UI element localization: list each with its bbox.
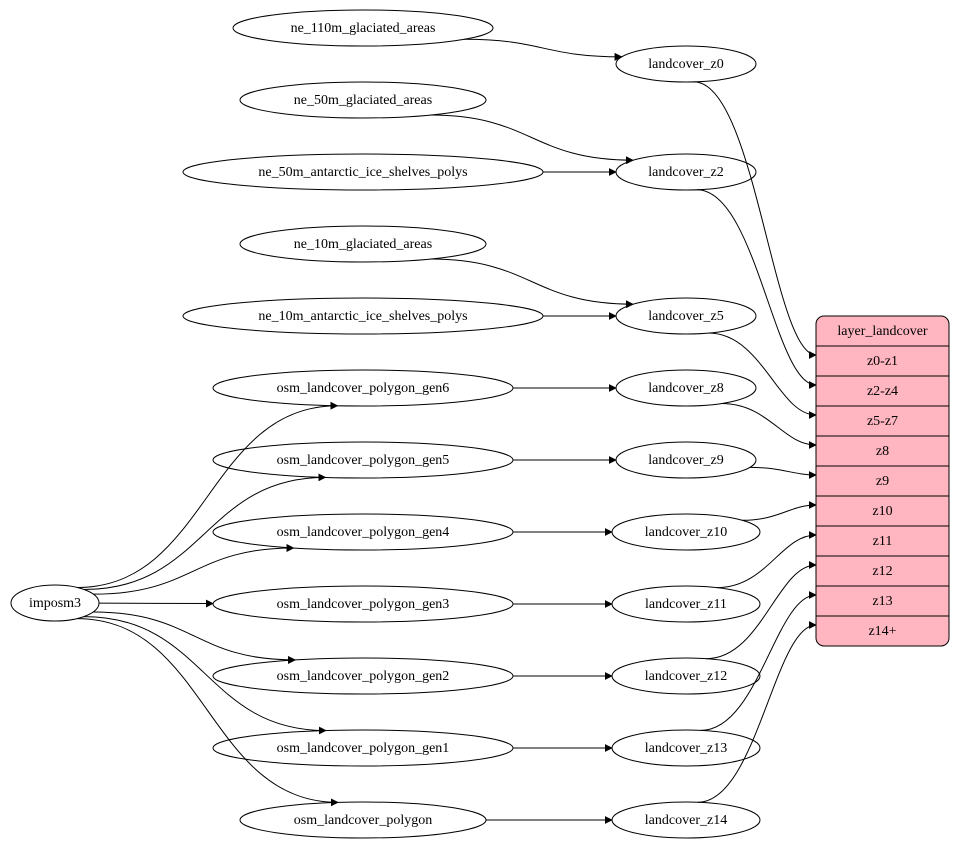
node-label: osm_landcover_polygon <box>294 813 432 828</box>
node-landcover_z10: landcover_z10 <box>612 514 760 550</box>
node-label: osm_landcover_polygon_gen3 <box>277 597 450 612</box>
edge <box>464 39 622 57</box>
node-label: imposm3 <box>29 596 81 611</box>
node-label: landcover_z0 <box>648 57 723 72</box>
node-landcover_z12: landcover_z12 <box>612 658 760 694</box>
node-label: landcover_z10 <box>645 525 727 540</box>
node-ne_50m_glaciated_areas: ne_50m_glaciated_areas <box>240 82 486 118</box>
node-label: ne_110m_glaciated_areas <box>291 21 436 36</box>
record-cell: z10 <box>872 504 892 519</box>
node-osm_landcover_polygon_gen6: osm_landcover_polygon_gen6 <box>213 370 513 406</box>
record-layer_landcover: layer_landcover z0-z1 z2-z4 z5-z7 z8 z9 z10 z11… <box>816 316 949 646</box>
edge <box>431 115 634 160</box>
edge <box>93 612 295 660</box>
node-osm_landcover_polygon_gen2: osm_landcover_polygon_gen2 <box>213 658 513 694</box>
edge <box>93 548 293 594</box>
record-cell: z2-z4 <box>867 384 898 399</box>
record-cell: z5-z7 <box>867 414 898 429</box>
edge <box>721 404 816 445</box>
edge <box>697 190 816 385</box>
node-osm_landcover_polygon: osm_landcover_polygon <box>240 802 486 838</box>
record-cell: z11 <box>873 534 893 549</box>
node-ne_10m_antarctic_ice_shelves_polys: ne_10m_antarctic_ice_shelves_polys <box>183 298 543 334</box>
node-ne_10m_glaciated_areas: ne_10m_glaciated_areas <box>240 226 486 262</box>
edge <box>750 467 816 475</box>
node-landcover_z2: landcover_z2 <box>616 154 756 190</box>
edge <box>742 505 816 520</box>
node-imposm3: imposm3 <box>11 585 99 621</box>
node-label: osm_landcover_polygon_gen4 <box>277 525 450 540</box>
edge <box>431 259 634 304</box>
node-landcover_z11: landcover_z11 <box>612 586 760 622</box>
node-label: landcover_z13 <box>645 741 727 756</box>
node-landcover_z9: landcover_z9 <box>616 442 756 478</box>
node-ne_50m_antarctic_ice_shelves_polys: ne_50m_antarctic_ice_shelves_polys <box>183 154 543 190</box>
node-osm_landcover_polygon_gen1: osm_landcover_polygon_gen1 <box>213 730 513 766</box>
edge <box>77 406 337 588</box>
node-label: ne_10m_glaciated_areas <box>294 237 432 252</box>
node-label: osm_landcover_polygon_gen1 <box>277 741 450 756</box>
record-cell: z12 <box>872 564 892 579</box>
node-osm_landcover_polygon_gen5: osm_landcover_polygon_gen5 <box>213 442 513 478</box>
node-label: landcover_z2 <box>648 165 723 180</box>
record-cell: z14+ <box>868 624 896 639</box>
record-cell: z8 <box>876 444 889 459</box>
node-landcover_z0: landcover_z0 <box>616 46 756 82</box>
edge <box>701 595 816 730</box>
node-label: osm_landcover_polygon_gen5 <box>277 453 450 468</box>
node-label: landcover_z12 <box>645 669 727 684</box>
record-cell: z13 <box>872 594 892 609</box>
node-label: ne_50m_antarctic_ice_shelves_polys <box>258 165 467 180</box>
node-label: landcover_z11 <box>645 597 727 612</box>
record-cell: z0-z1 <box>867 354 898 369</box>
edge <box>717 535 816 588</box>
node-osm_landcover_polygon_gen4: osm_landcover_polygon_gen4 <box>213 514 513 550</box>
edge <box>77 619 338 803</box>
node-label: osm_landcover_polygon_gen6 <box>277 381 450 396</box>
node-landcover_z13: landcover_z13 <box>612 730 760 766</box>
record-header: layer_landcover <box>837 324 928 339</box>
node-landcover_z5: landcover_z5 <box>616 298 756 334</box>
dependency-graph: imposm3 ne_110m_glaciated_areas ne_50m_gla… <box>0 0 957 851</box>
node-landcover_z8: landcover_z8 <box>616 370 756 406</box>
node-label: osm_landcover_polygon_gen2 <box>277 669 450 684</box>
node-label: landcover_z9 <box>648 453 723 468</box>
edge <box>698 625 816 802</box>
record-cell: z9 <box>876 474 889 489</box>
node-label: landcover_z8 <box>648 381 723 396</box>
node-landcover_z14: landcover_z14 <box>612 802 760 838</box>
node-osm_landcover_polygon_gen3: osm_landcover_polygon_gen3 <box>213 586 513 622</box>
nodes: imposm3 ne_110m_glaciated_areas ne_50m_gla… <box>11 10 760 838</box>
node-label: landcover_z14 <box>645 813 727 828</box>
node-label: landcover_z5 <box>648 309 723 324</box>
node-ne_110m_glaciated_areas: ne_110m_glaciated_areas <box>233 10 493 46</box>
node-label: ne_50m_glaciated_areas <box>294 93 432 108</box>
node-label: ne_10m_antarctic_ice_shelves_polys <box>258 309 467 324</box>
